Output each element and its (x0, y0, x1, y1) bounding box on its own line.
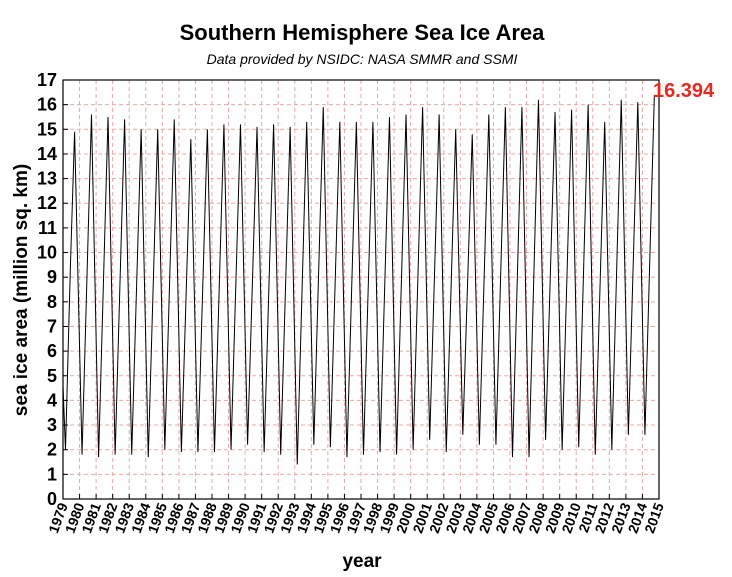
y-tick-label: 5 (47, 366, 57, 386)
y-tick-label: 9 (47, 267, 57, 287)
y-tick-label: 6 (47, 341, 57, 361)
sea-ice-area-line (62, 94, 655, 465)
y-tick-label: 7 (47, 316, 57, 336)
y-tick-label: 15 (37, 119, 57, 139)
y-tick-label: 0 (47, 489, 57, 509)
chart-title: Southern Hemisphere Sea Ice Area (180, 20, 546, 45)
y-tick-label: 13 (37, 169, 57, 189)
y-tick-label: 1 (47, 464, 57, 484)
x-axis-label: year (342, 551, 382, 572)
y-tick-label: 3 (47, 415, 57, 435)
gridlines (63, 80, 659, 499)
y-tick-label: 12 (37, 193, 57, 213)
y-tick-label: 8 (47, 292, 57, 312)
y-tick-label: 16 (37, 95, 57, 115)
y-tick-label: 14 (37, 144, 57, 164)
y-tick-label: 4 (47, 390, 57, 410)
y-tick-label: 2 (47, 440, 57, 460)
x-axis: 1979198019811982198319841985198619871988… (45, 494, 667, 535)
y-tick-label: 10 (37, 243, 57, 263)
y-tick-label: 11 (38, 218, 57, 238)
y-tick-label: 17 (37, 70, 57, 90)
y-axis-label: sea ice area (million sq. km) (11, 164, 32, 416)
plot-frame (62, 79, 660, 500)
chart-subtitle: Data provided by NSIDC: NASA SMMR and SS… (207, 51, 518, 67)
latest-value-label: 16.394 (653, 80, 715, 102)
